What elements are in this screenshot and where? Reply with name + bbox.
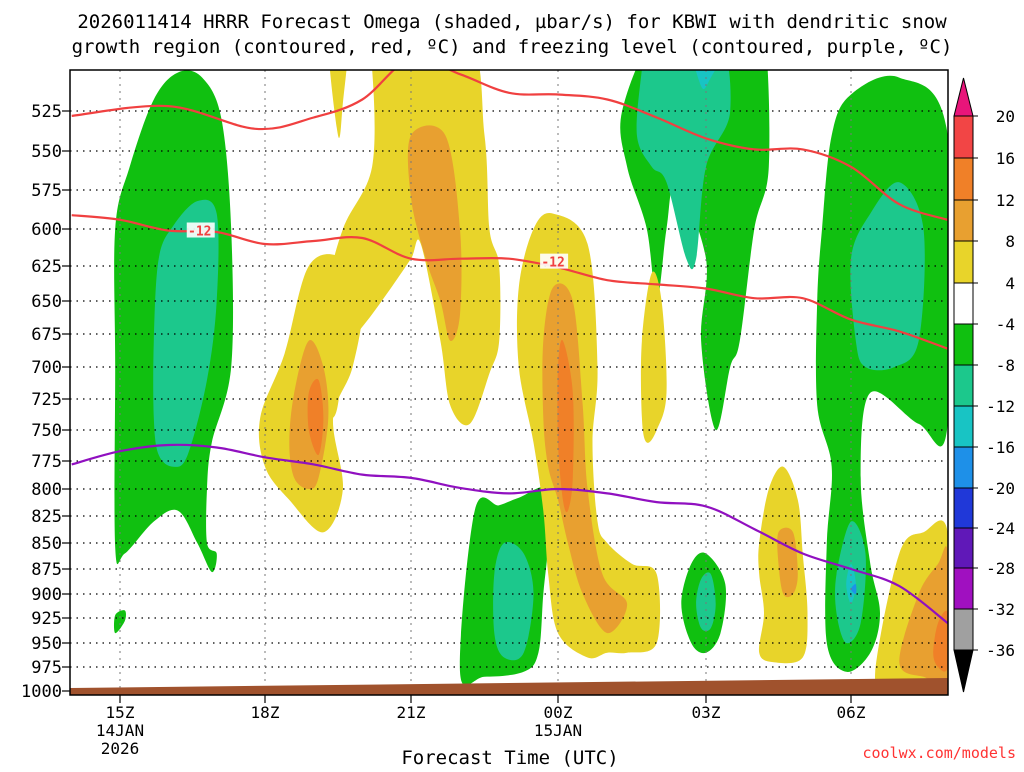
- colorbar-label-16: 16: [996, 149, 1015, 168]
- y-tick-label-825: 825: [31, 507, 62, 527]
- chart-title-line-2: growth region (contoured, red, ºC) and f…: [72, 36, 953, 58]
- colorbar-label--24: -24: [986, 519, 1015, 538]
- contour-0: [71, 70, 948, 221]
- x-tick-label-21Z: 21Z: [397, 703, 426, 722]
- y-tick-label-725: 725: [31, 390, 62, 410]
- colorbar-label-8: 8: [1005, 232, 1015, 251]
- y-tick-label-875: 875: [31, 560, 62, 580]
- omega-region-9: [850, 182, 925, 371]
- colorbar-bin-6: [953, 323, 974, 366]
- x-tick-label-06Z: 06Z: [837, 703, 866, 722]
- terrain-ground: [70, 678, 948, 695]
- omega-region-12: [851, 583, 857, 595]
- y-tick-label-850: 850: [31, 534, 62, 554]
- colorbar-bin-11: [953, 527, 974, 569]
- colorbar-label-20: 20: [996, 107, 1015, 126]
- colorbar-bin-3: [953, 199, 974, 242]
- colorbar-label--16: -16: [986, 438, 1015, 457]
- colorbar-label--36: -36: [986, 641, 1015, 660]
- y-tick-label-775: 775: [31, 452, 62, 472]
- colorbar-bin-9: [953, 446, 974, 489]
- colorbar-bin-7: [953, 364, 974, 407]
- colorbar-label--32: -32: [986, 600, 1015, 619]
- colorbar-label--20: -20: [986, 479, 1015, 498]
- omega-region-11: [846, 563, 856, 604]
- terrain-layer: [70, 678, 948, 695]
- x-axis-label: Forecast Time (UTC): [401, 747, 618, 768]
- colorbar-bin-8: [953, 405, 974, 448]
- colorbar-bin-bottom: [953, 649, 974, 693]
- credit-text: coolwx.com/models: [862, 744, 1016, 762]
- colorbar-bin-5: [953, 282, 974, 325]
- omega-region-22: [640, 271, 667, 443]
- temperature-contours: -12 -12: [71, 70, 948, 624]
- x-tick-date-14JAN: 14JAN: [96, 721, 144, 740]
- y-tick-label-975: 975: [31, 658, 62, 678]
- colorbar-bin-1: [953, 115, 974, 159]
- colorbar-label--8: -8: [996, 356, 1015, 375]
- colorbar-label--12: -12: [986, 397, 1015, 416]
- omega-region-1: [153, 199, 219, 467]
- colorbar-label--28: -28: [986, 559, 1015, 578]
- chart-title-line-1: 2026011414 HRRR Forecast Omega (shaded, …: [77, 11, 947, 33]
- y-tick-label-675: 675: [31, 325, 62, 345]
- colorbar-bin-10: [953, 487, 974, 529]
- x-tick-date-15JAN: 15JAN: [534, 721, 582, 740]
- colorbar-bin-4: [953, 240, 974, 284]
- colorbar-bin-2: [953, 157, 974, 201]
- colorbar-label-12: 12: [996, 191, 1015, 210]
- colorbar: 20 16 12 8 4 -4 -8 -12 -16 -20 -24 -28 -32 -36: [953, 77, 1015, 693]
- y-tick-label-925: 925: [31, 609, 62, 629]
- y-tick-label-750: 750: [31, 421, 62, 441]
- omega-region-24: [777, 527, 798, 598]
- y-tick-label-700: 700: [31, 358, 62, 378]
- contour-label-bg: [540, 253, 569, 269]
- y-tick-label-800: 800: [31, 480, 62, 500]
- y-tick-label-650: 650: [31, 292, 62, 312]
- contour-label-1: -12: [541, 256, 564, 271]
- colorbar-bin-top: [953, 77, 974, 117]
- x-tick-label-00Z: 00Z: [544, 703, 573, 722]
- plot-frame: [69, 69, 949, 696]
- omega-region-13: [329, 70, 347, 138]
- y-tick-label-600: 600: [31, 220, 62, 240]
- y-tick-label-525: 525: [31, 102, 62, 122]
- y-tick-label-575: 575: [31, 181, 62, 201]
- x-tick-label-03Z: 03Z: [692, 703, 721, 722]
- contour-label-0: -12: [188, 225, 211, 240]
- omega-region-7: [493, 541, 534, 661]
- y-tick-label-1000: 1000: [21, 682, 62, 702]
- contour-label-bg: [186, 222, 215, 238]
- x-tick-label-18Z: 18Z: [251, 703, 280, 722]
- omega-region-21: [557, 339, 574, 513]
- contour-2: [71, 443, 948, 624]
- colorbar-bin-13: [953, 608, 974, 651]
- omega-region-27: [933, 610, 948, 672]
- y-tick-label-625: 625: [31, 257, 62, 277]
- omega-region-18: [307, 378, 324, 456]
- omega-region-2: [114, 610, 126, 634]
- colorbar-label-4: 4: [1005, 274, 1015, 293]
- x-tick-label-15Z: 15Z: [106, 703, 135, 722]
- contour-1: [71, 214, 948, 350]
- y-tick-label-950: 950: [31, 634, 62, 654]
- y-tick-label-550: 550: [31, 142, 62, 162]
- y-tick-label-900: 900: [31, 585, 62, 605]
- colorbar-label--4: -4: [996, 315, 1015, 334]
- colorbar-bin-12: [953, 567, 974, 610]
- omega-region-15: [407, 125, 462, 342]
- omega-region-29: [696, 572, 716, 632]
- omega-region-5: [695, 70, 716, 90]
- x-tick-year: 2026: [101, 739, 140, 758]
- y-axis: 525 550 575 600 625 650 675 700 725 750 775 800 825 8…: [21, 102, 70, 702]
